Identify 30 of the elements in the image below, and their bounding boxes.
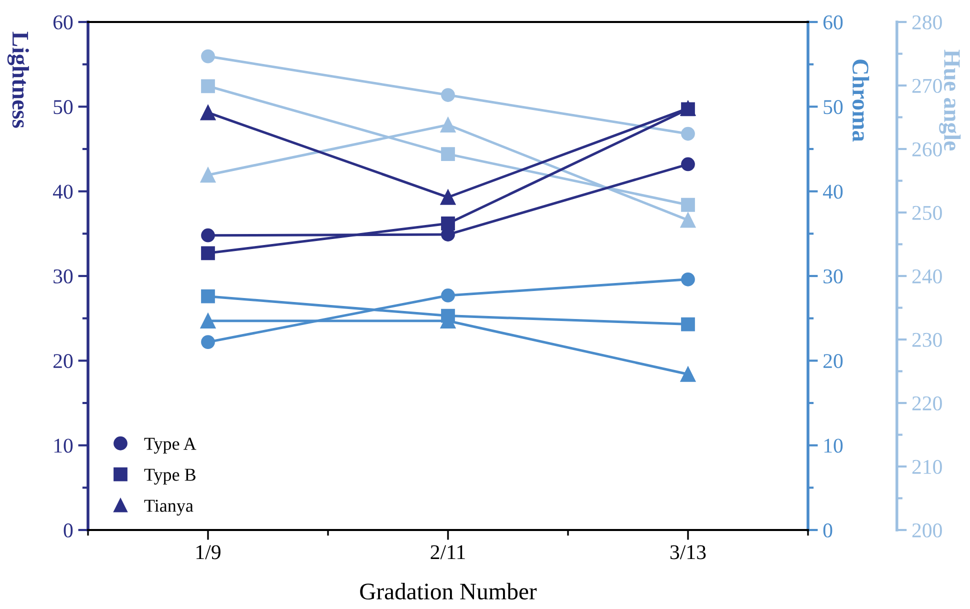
y-tick-label: 30 bbox=[54, 269, 73, 284]
y3-tick-label: 250 bbox=[912, 206, 942, 220]
y2-axis-title: Chroma bbox=[852, 60, 870, 142]
y3-tick-label: 220 bbox=[912, 396, 942, 410]
x-tick-label: 1/9 bbox=[196, 545, 220, 560]
y3-tick-label: 240 bbox=[912, 269, 942, 284]
y-tick-label: 10 bbox=[54, 438, 73, 453]
legend-label: Type A bbox=[144, 438, 196, 454]
y3-tick-label: 200 bbox=[912, 523, 942, 538]
y2-tick-label: 60 bbox=[823, 15, 843, 30]
y3-tick-label: 230 bbox=[912, 332, 942, 347]
y-tick-label: 0 bbox=[64, 523, 73, 538]
x-axis-title: Gradation Number bbox=[360, 582, 537, 600]
y3-tick-label: 210 bbox=[912, 460, 942, 474]
y2-tick-label: 40 bbox=[822, 184, 843, 199]
y2-tick-label: 30 bbox=[824, 269, 843, 284]
y-tick-label: 50 bbox=[54, 100, 73, 114]
y3-tick-label: 280 bbox=[912, 15, 942, 30]
x-tick-label: 3/13 bbox=[670, 545, 706, 560]
x-tick-label: 2/11 bbox=[430, 545, 465, 560]
y2-tick-label: 10 bbox=[824, 438, 843, 453]
y-tick-label: 60 bbox=[53, 15, 73, 30]
y2-tick-label: 0 bbox=[823, 523, 832, 538]
y-axis-title: Lightness bbox=[7, 32, 29, 128]
y2-tick-label: 50 bbox=[824, 100, 843, 114]
legend-label: Tianya bbox=[144, 500, 194, 516]
y-tick-label: 40 bbox=[52, 184, 73, 199]
y2-tick-label: 20 bbox=[824, 354, 843, 368]
legend-label: Type B bbox=[144, 468, 196, 485]
y-tick-label: 20 bbox=[54, 354, 73, 368]
